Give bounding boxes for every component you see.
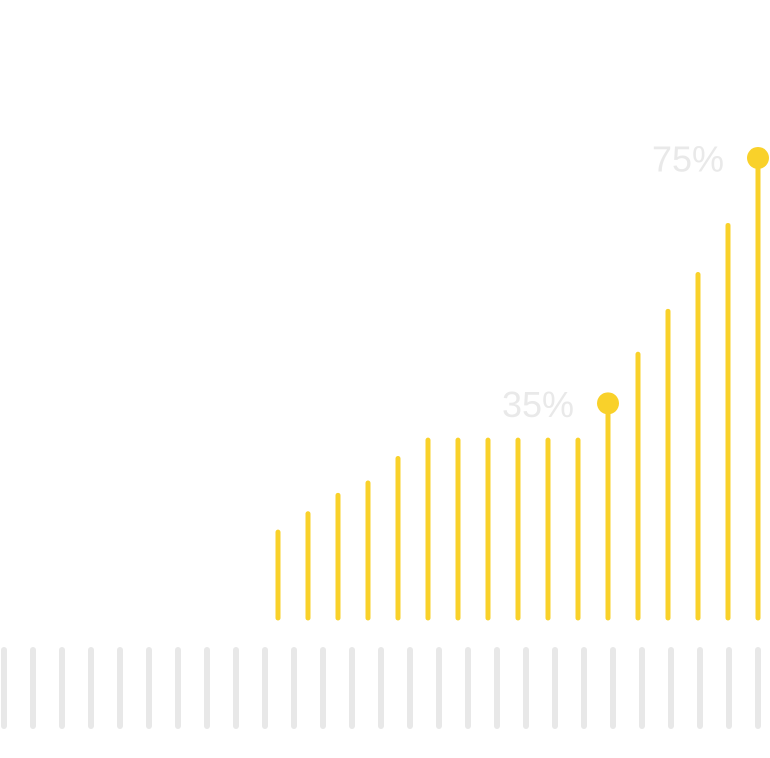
value-dot <box>597 392 619 415</box>
value-label: 75% <box>652 138 724 179</box>
value-label: 35% <box>502 384 574 425</box>
value-dot <box>747 146 769 169</box>
